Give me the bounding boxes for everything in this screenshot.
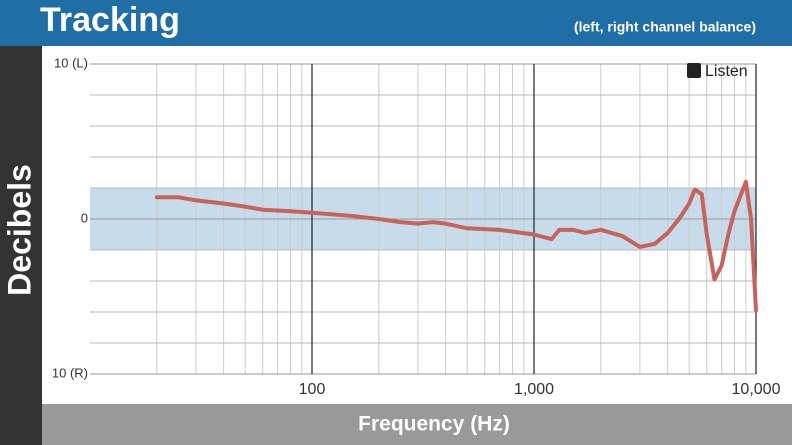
- data-line: [154, 179, 758, 313]
- title-banner: [0, 0, 792, 46]
- y-tick-label: 0: [81, 210, 88, 225]
- y-label-bar: [0, 46, 42, 445]
- x-axis-label: Frequency (Hz): [358, 413, 510, 436]
- x-tick-label: 100: [299, 381, 326, 398]
- x-tick-label: 1,000: [514, 381, 554, 398]
- x-label-bar: [42, 404, 792, 445]
- y-tick-label: 10 (L): [54, 55, 88, 70]
- plot-area: 10 (L) 0 10 (R) 100 1,000 10,000: [52, 55, 781, 398]
- x-tick-label: 10,000: [732, 381, 781, 398]
- y-axis-label: Decibels: [1, 164, 37, 296]
- y-tick-label: 10 (R): [52, 365, 88, 380]
- logo-icon: [687, 63, 701, 78]
- chart-title: Tracking: [40, 1, 180, 39]
- logo: Listen: [705, 63, 748, 80]
- chart-subtitle: (left, right channel balance): [574, 19, 756, 35]
